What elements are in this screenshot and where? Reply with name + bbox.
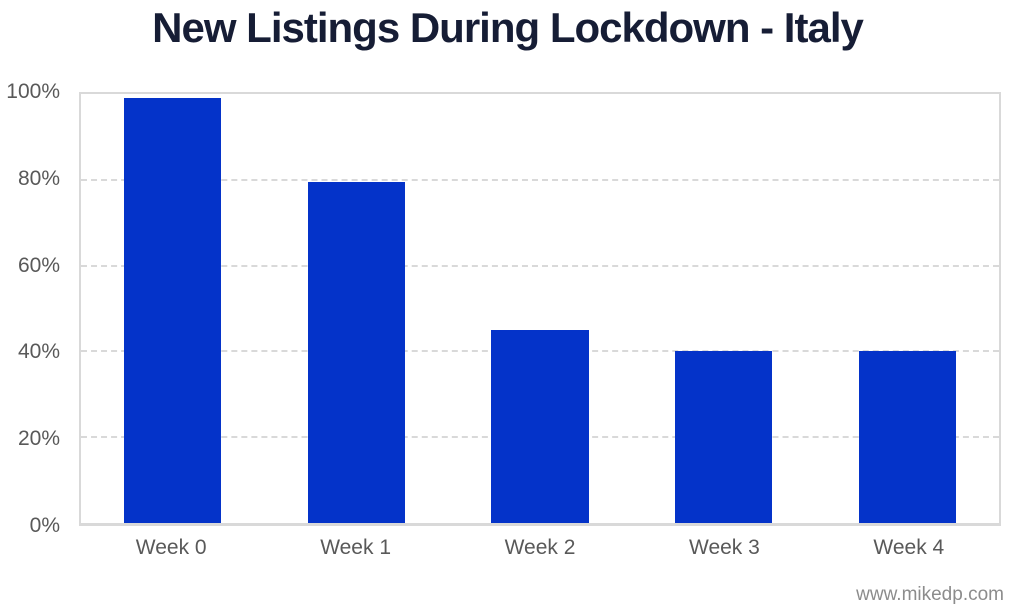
bars-row bbox=[81, 94, 999, 523]
x-tick-label-2: Week 2 bbox=[504, 536, 576, 559]
y-tick-label-0: 0% bbox=[29, 514, 60, 537]
y-tick-label-20: 20% bbox=[17, 427, 60, 451]
y-tick-label-100: 100% bbox=[6, 80, 60, 103]
plot-area bbox=[79, 92, 1001, 526]
bar-slot-2 bbox=[448, 94, 632, 523]
bar-week-1 bbox=[307, 181, 406, 523]
y-tick-label-40: 40% bbox=[17, 340, 60, 364]
bar-week-3 bbox=[674, 351, 773, 523]
gridline-60 bbox=[81, 264, 999, 267]
x-tick-label-3: Week 3 bbox=[689, 536, 760, 559]
chart-title: New Listings During Lockdown - Italy bbox=[152, 4, 864, 51]
bar-week-0 bbox=[124, 98, 222, 523]
y-axis: 0% 20% 40% 60% 80% 100% bbox=[0, 80, 68, 537]
x-axis: Week 0 Week 1 Week 2 Week 3 Week 4 bbox=[79, 536, 1001, 560]
gridline-80 bbox=[81, 178, 999, 181]
watermark: www.mikedp.com bbox=[856, 584, 1004, 605]
bar-slot-4 bbox=[815, 94, 999, 523]
bar-slot-0 bbox=[81, 94, 265, 523]
x-tick-label-1: Week 1 bbox=[320, 536, 392, 559]
bar-slot-1 bbox=[265, 94, 449, 523]
y-tick-label-60: 60% bbox=[17, 253, 60, 277]
bar-week-2 bbox=[491, 329, 589, 523]
y-tick-label-80: 80% bbox=[17, 166, 60, 190]
bar-week-4 bbox=[858, 351, 956, 523]
x-tick-label-0: Week 0 bbox=[135, 536, 207, 559]
bar-slot-3 bbox=[632, 94, 816, 523]
x-tick-label-4: Week 4 bbox=[873, 536, 945, 559]
